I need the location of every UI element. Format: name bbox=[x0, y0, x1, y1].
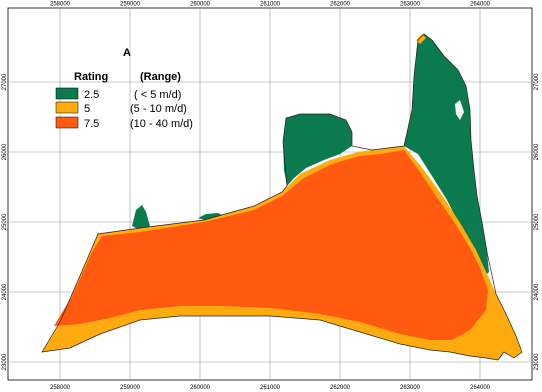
y-tick-label: 27000 bbox=[534, 73, 540, 90]
yellow-tip bbox=[416, 34, 426, 44]
y-tick-label: 26000 bbox=[2, 143, 8, 160]
x-tick-label: 262000 bbox=[330, 385, 351, 391]
y-tick-label: 23000 bbox=[2, 353, 8, 370]
x-tick-label: 258000 bbox=[50, 385, 71, 391]
y-ticks-left: 27000 26000 25000 24000 23000 bbox=[2, 73, 8, 370]
legend-range-high: (10 - 40 m/d) bbox=[130, 118, 193, 130]
legend-header-rating: Rating bbox=[74, 71, 108, 83]
legend-header-range: (Range) bbox=[140, 71, 181, 83]
x-ticks-bottom: 258000 259000 260000 261000 262000 26300… bbox=[50, 385, 491, 391]
x-tick-label: 262000 bbox=[330, 2, 351, 8]
legend-rating-low: 2.5 bbox=[84, 89, 99, 101]
island-outline bbox=[41, 33, 523, 361]
x-tick-label: 259000 bbox=[120, 385, 141, 391]
x-tick-label: 263000 bbox=[400, 2, 421, 8]
x-tick-label: 263000 bbox=[400, 385, 421, 391]
y-tick-label: 25000 bbox=[534, 213, 540, 230]
x-tick-label: 264000 bbox=[470, 2, 491, 8]
x-tick-label: 264000 bbox=[470, 385, 491, 391]
x-ticks-top: 258000 259000 260000 261000 262000 26300… bbox=[50, 2, 491, 8]
legend-swatch-medium bbox=[55, 101, 79, 114]
legend-range-low: ( < 5 m/d) bbox=[134, 89, 181, 101]
inner-white-mark bbox=[455, 100, 464, 120]
x-tick-label: 259000 bbox=[120, 2, 141, 8]
panel-label: A bbox=[123, 47, 131, 59]
x-tick-label: 260000 bbox=[190, 2, 211, 8]
x-tick-label: 261000 bbox=[260, 2, 281, 8]
y-tick-label: 24000 bbox=[2, 283, 8, 300]
green-northeast-arm bbox=[404, 34, 489, 275]
y-tick-label: 27000 bbox=[2, 73, 8, 90]
x-tick-label: 258000 bbox=[50, 2, 71, 8]
green-north-hump bbox=[283, 114, 352, 186]
green-west-knob bbox=[132, 205, 150, 230]
orange-core bbox=[54, 150, 488, 340]
green-strip bbox=[198, 213, 224, 221]
y-tick-label: 25000 bbox=[2, 213, 8, 230]
y-tick-label: 26000 bbox=[534, 143, 540, 160]
legend-rating-high: 7.5 bbox=[84, 118, 99, 130]
legend-swatch-low bbox=[55, 87, 79, 100]
legend-rating-medium: 5 bbox=[84, 103, 90, 115]
x-tick-label: 260000 bbox=[190, 385, 211, 391]
legend-swatch-high bbox=[55, 116, 79, 129]
y-tick-label: 23000 bbox=[534, 353, 540, 370]
legend: Rating (Range) 2.5 ( < 5 m/d) 5 (5 - 10 … bbox=[55, 71, 193, 130]
x-tick-label: 261000 bbox=[260, 385, 281, 391]
y-ticks-right: 27000 26000 25000 24000 23000 bbox=[534, 73, 540, 370]
legend-range-medium: (5 - 10 m/d) bbox=[130, 103, 187, 115]
y-tick-label: 24000 bbox=[534, 283, 540, 300]
